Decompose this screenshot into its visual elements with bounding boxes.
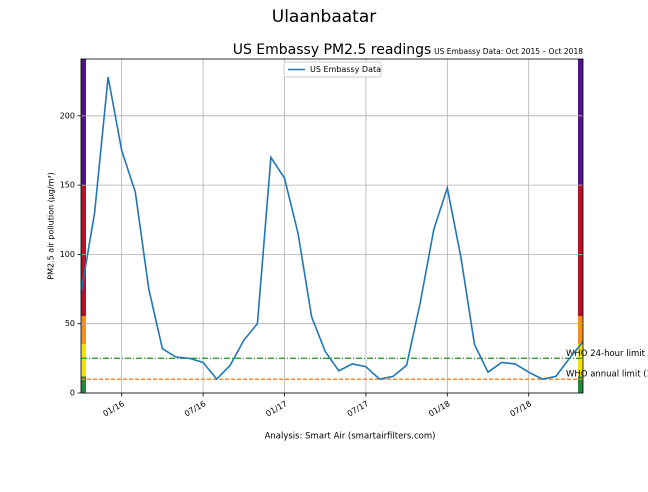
x-tick-label: 01/16 xyxy=(101,399,125,418)
x-tick-label: 07/16 xyxy=(183,399,207,418)
aqi-band xyxy=(578,316,583,344)
reference-label: WHO annual limit (10 xyxy=(566,370,648,380)
aqi-band xyxy=(578,376,583,393)
x-tick-label: 07/18 xyxy=(509,399,533,418)
data-line xyxy=(80,76,584,381)
aqi-band xyxy=(81,376,86,393)
y-tick-label: 50 xyxy=(65,319,75,328)
x-tick-label: 01/17 xyxy=(264,399,288,418)
x-tick-label: 01/18 xyxy=(427,399,451,418)
footer: Analysis: Smart Air (smartairfilters.com… xyxy=(265,432,436,442)
y-axis-label: PM2.5 air pollution (µg/m³) xyxy=(47,172,56,279)
chart-subtitle: US Embassy PM2.5 readings xyxy=(233,42,432,58)
chart-title: Ulaanbaatar xyxy=(272,7,376,27)
aqi-band xyxy=(81,59,86,185)
y-tick-label: 0 xyxy=(70,389,75,398)
aqi-band xyxy=(81,316,86,344)
legend: US Embassy Data xyxy=(283,61,382,78)
aqi-band xyxy=(578,59,583,185)
y-tick-label: 100 xyxy=(60,250,75,259)
aqi-band xyxy=(578,343,583,377)
aqi-band xyxy=(81,184,86,317)
y-tick-label: 150 xyxy=(60,181,75,190)
y-tick-label: 200 xyxy=(60,111,75,120)
x-tick-label: 07/17 xyxy=(346,399,370,418)
aqi-band xyxy=(81,343,86,377)
plot-frame xyxy=(80,58,584,394)
source-note: US Embassy Data: Oct 2015 – Oct 2018 xyxy=(434,47,583,56)
aqi-band xyxy=(578,184,583,317)
legend-box xyxy=(283,61,382,78)
legend-label: US Embassy Data xyxy=(310,65,381,74)
reference-label: WHO 24-hour limit (25 xyxy=(566,349,648,359)
